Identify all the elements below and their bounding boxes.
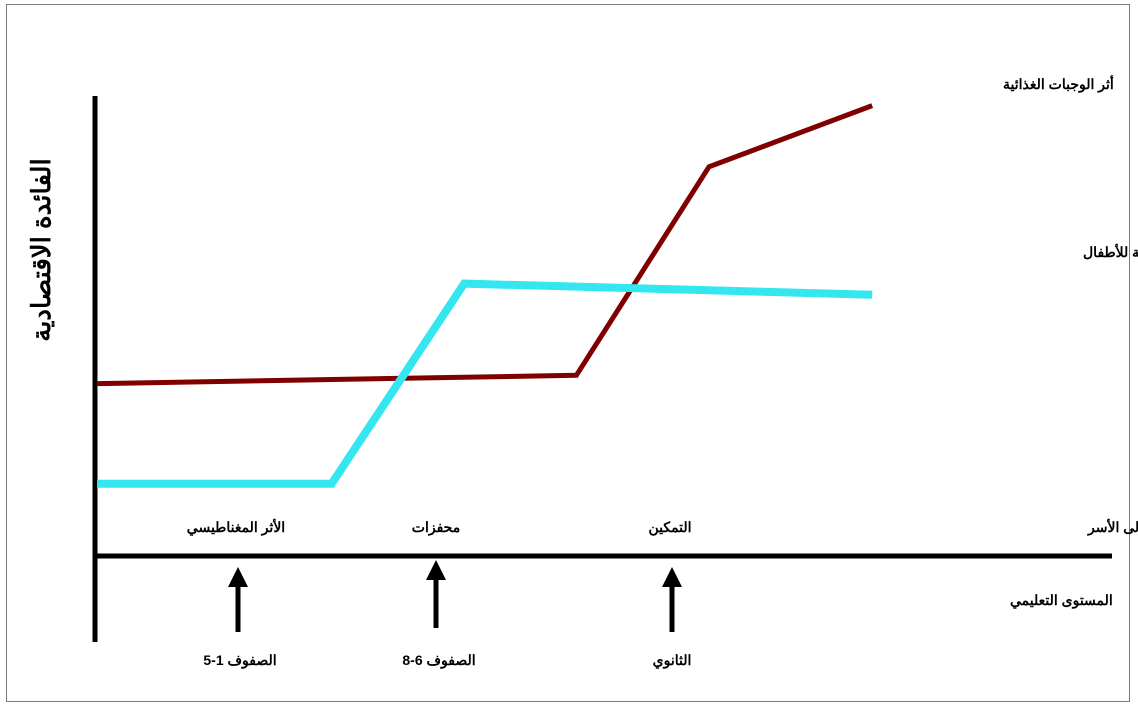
flow-label-magnet: الأثر المغناطيسي xyxy=(187,518,285,536)
x-category-label: الصفوف 1-5 xyxy=(203,652,276,669)
series-layer xyxy=(96,103,874,488)
flow-row-label: التدفقات العائدة إلى الأسر xyxy=(1087,518,1138,537)
y-axis-label: الفائدة الاقتصادية xyxy=(26,158,56,342)
arrow-up-icon xyxy=(662,567,682,632)
x-category-label: الصفوف 6-8 xyxy=(402,652,475,669)
series-line-opportunity-cost xyxy=(97,279,873,488)
arrow-up-icon xyxy=(228,567,248,632)
x-category-label: الثانوي xyxy=(653,652,692,669)
series-label-meals: أثر الوجبات الغذائية xyxy=(1003,74,1114,93)
arrow-up-icon xyxy=(426,560,446,628)
flow-label-incentives: محفزات xyxy=(412,519,460,536)
chart-frame xyxy=(6,4,1130,702)
x-axis-label: المستوى التعليمي xyxy=(1010,592,1113,609)
flow-label-empowerment: التمكين xyxy=(648,519,691,536)
series-label-opportunity-cost: تكاليف الفرص البديلة للأطفال xyxy=(1083,243,1138,261)
series-line-meals xyxy=(96,103,874,387)
